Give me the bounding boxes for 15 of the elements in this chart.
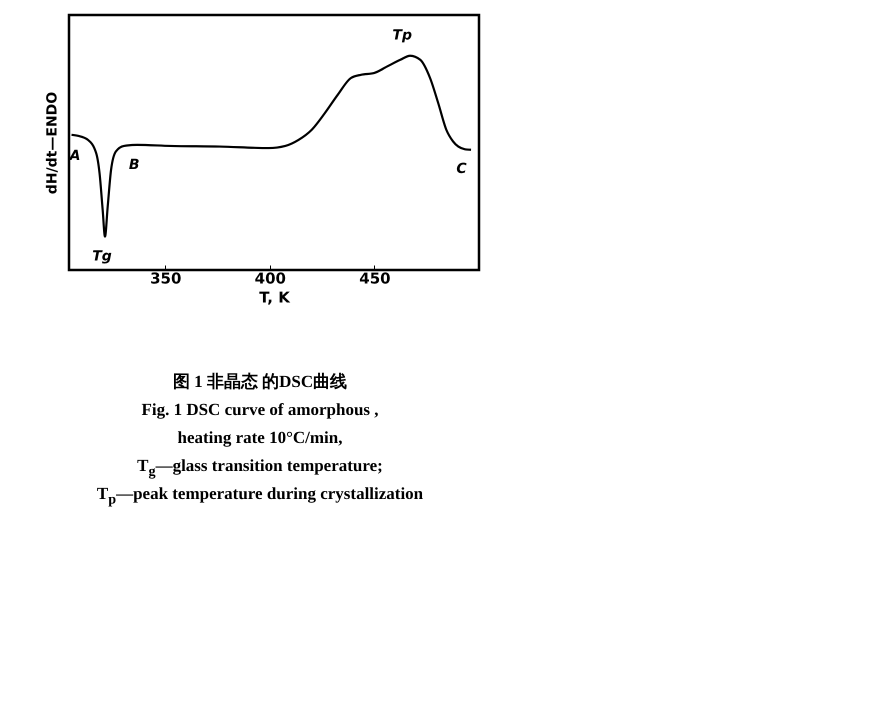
- text: 图 1 非晶态 的DSC曲线: [172, 371, 348, 393]
- annotation: Tp: [392, 28, 412, 44]
- annotation: Tg: [92, 248, 112, 265]
- text: Fig. 1 DSC curve of amorphous ,: [140, 399, 380, 421]
- text: heating rate 10°C/min,: [176, 427, 344, 449]
- x-tick-label: 350: [150, 270, 182, 288]
- annotation: B: [128, 156, 140, 173]
- annotation: C: [456, 161, 468, 178]
- y-axis-title: dH/dt—ENDO: [44, 92, 60, 194]
- x-tick-label: 400: [254, 270, 286, 288]
- x-tick-label: 450: [359, 270, 391, 288]
- x-axis-title: T, K: [259, 288, 292, 306]
- text: T$_{g}$—glass transition temperature;: [136, 455, 384, 480]
- text: T$_{p}$—peak temperature during crystallization: [96, 483, 424, 508]
- annotation: A: [68, 148, 80, 164]
